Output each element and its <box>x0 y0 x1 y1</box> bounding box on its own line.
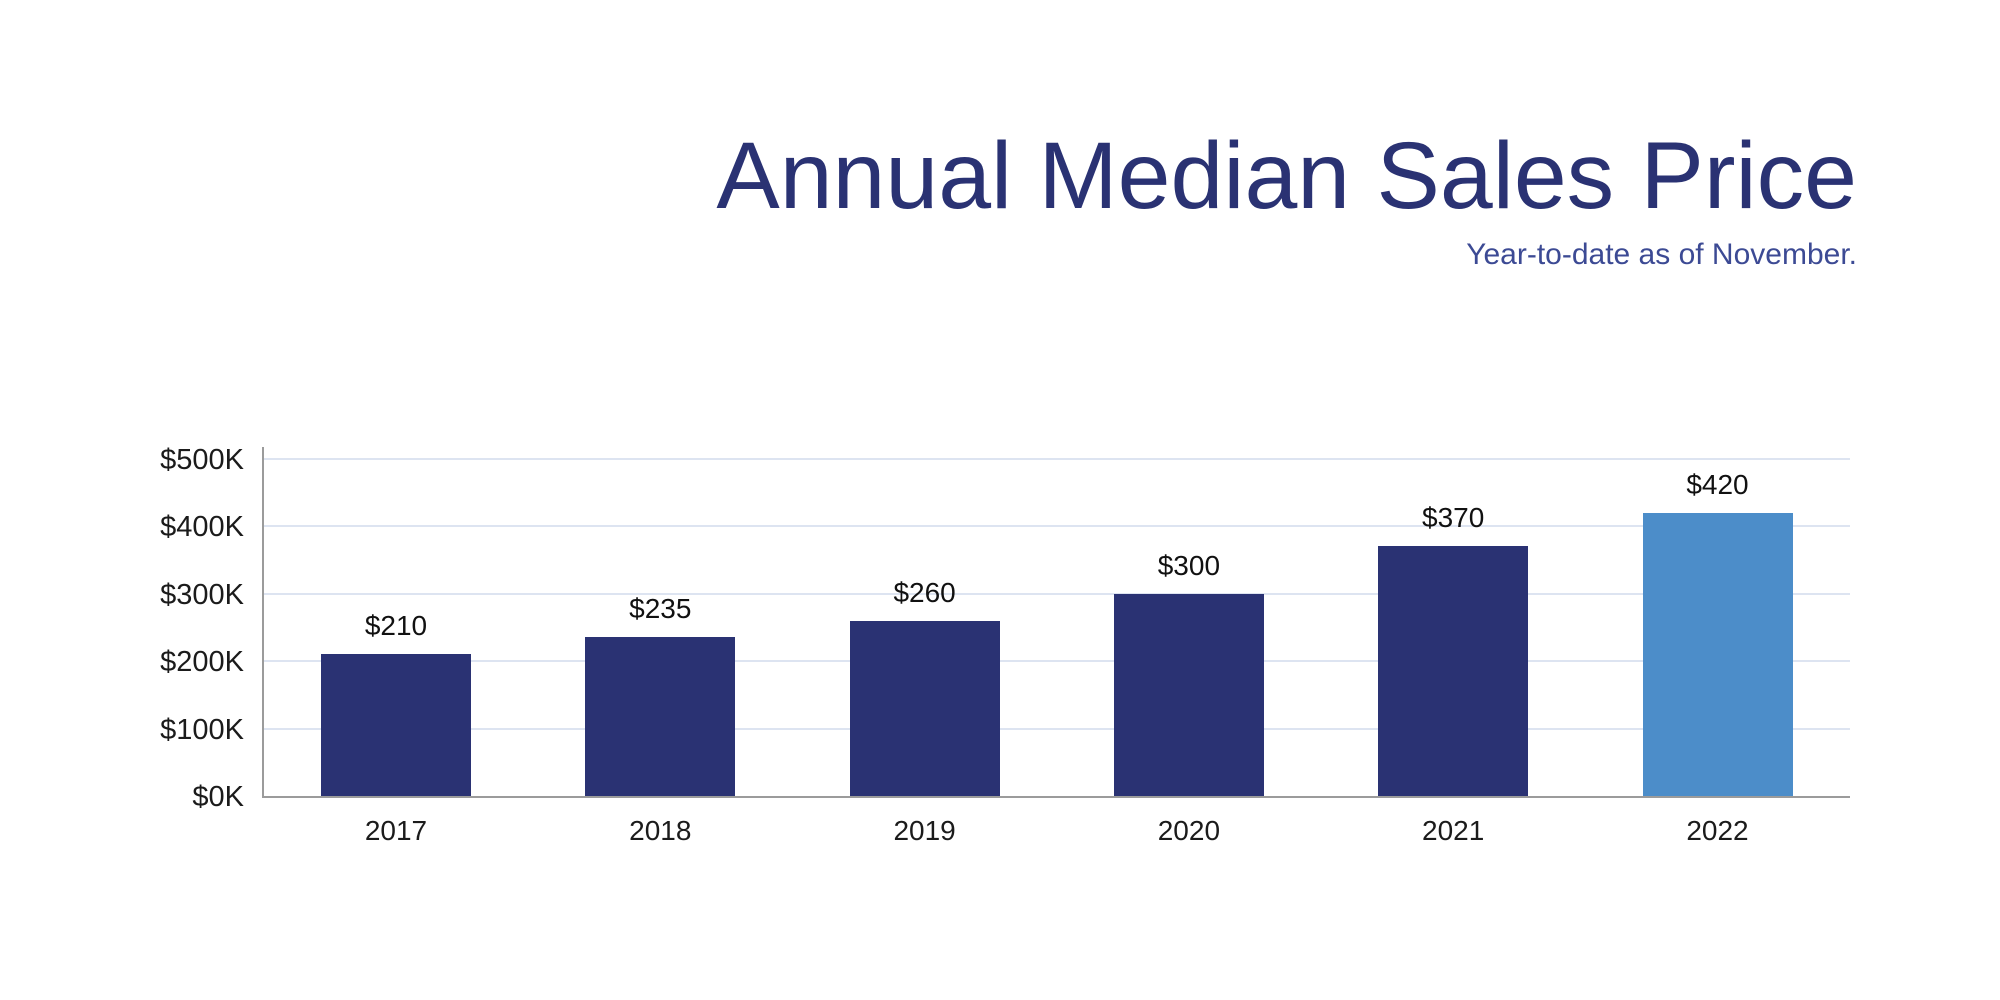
bar-value-label: $370 <box>1422 502 1485 534</box>
y-tick-label: $400K <box>160 511 244 543</box>
y-tick-label: $200K <box>160 646 244 678</box>
gridline <box>264 727 1850 730</box>
x-tick-label: 2018 <box>629 815 692 846</box>
x-tick-label: 2020 <box>1157 815 1221 846</box>
bar-value-label: $300 <box>1157 549 1221 581</box>
gridline <box>264 525 1850 527</box>
gridline <box>264 592 1850 595</box>
gridline <box>264 457 1850 460</box>
bar-value-label: $210 <box>364 610 428 642</box>
bar <box>1642 512 1793 796</box>
bar-value-label: $260 <box>893 576 956 608</box>
chart-header: Annual Median Sales Price Year-to-date a… <box>716 0 1857 273</box>
gridline <box>264 660 1850 662</box>
bar <box>585 637 736 796</box>
y-tick-label: $0K <box>192 781 244 813</box>
bar <box>849 620 1000 796</box>
y-tick-label: $100K <box>160 713 244 746</box>
x-tick-label: 2019 <box>893 815 956 846</box>
chart-subtitle: Year-to-date as of November. <box>1466 237 1857 271</box>
plot-area: $0K $100K $200K $300K $400K $500K $210 2017 $235… <box>160 445 1850 846</box>
bar <box>321 654 471 796</box>
x-tick-label: 2017 <box>364 815 428 846</box>
bar-value-label: $420 <box>1686 468 1749 500</box>
bar <box>1113 593 1264 796</box>
chart-title: Annual Median Sales Price <box>716 123 1857 229</box>
bar <box>1378 546 1529 796</box>
bar-value-label: $235 <box>629 593 692 625</box>
y-tick-label: $300K <box>160 578 244 611</box>
y-tick-label: $500K <box>160 443 244 476</box>
x-tick-label: 2021 <box>1422 815 1485 846</box>
x-tick-label: 2022 <box>1686 815 1749 846</box>
